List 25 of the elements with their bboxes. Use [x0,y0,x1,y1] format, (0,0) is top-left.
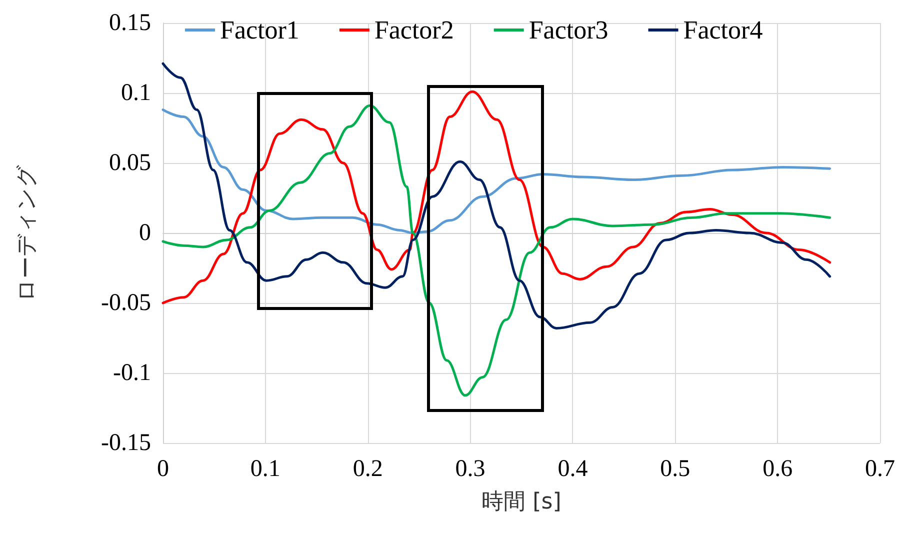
y-tick-label: 0 [139,220,151,246]
y-tick-label: -0.05 [101,290,151,316]
y-tick-label: 0.05 [109,150,151,176]
legend-label: Factor2 [374,16,454,44]
y-tick-label: -0.15 [101,430,151,456]
x-tick-label: 0.6 [762,456,793,482]
x-tick-label: 0.7 [865,456,895,482]
x-tick-label: 0.4 [558,456,588,482]
x-tick-label: 0.3 [455,456,486,482]
legend-label: Factor3 [528,16,608,44]
legend-label: Factor4 [683,16,763,44]
x-tick-label: 0.5 [660,456,690,482]
x-tick-label: 0.1 [250,456,280,482]
line-series [162,62,832,330]
x-axis-title: 時間 [s] [482,490,562,514]
line-series [162,108,832,234]
y-axis-title: ローディング [14,164,40,302]
line-series [162,90,832,304]
y-tick-label: 0.15 [109,10,151,36]
y-tick-label: 0.1 [121,80,151,106]
y-tick-label: -0.1 [113,360,151,386]
legend-label: Factor1 [220,16,300,44]
x-tick-label: 0.2 [352,456,383,482]
x-tick-label: 0 [157,456,169,482]
line-series [162,104,832,397]
